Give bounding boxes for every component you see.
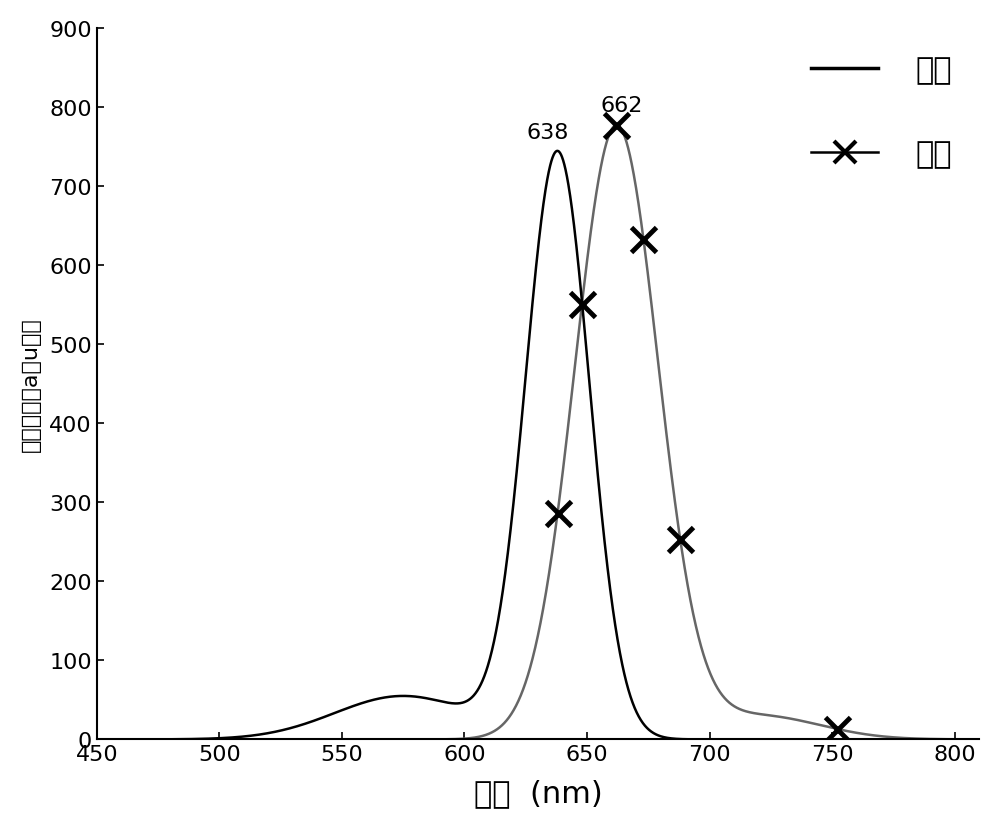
Legend: 激发, 发射: 激发, 发射 <box>799 44 964 181</box>
Text: 638: 638 <box>527 123 569 143</box>
Y-axis label: 荧光强度（a．u．）: 荧光强度（a．u．） <box>21 317 41 451</box>
Text: 662: 662 <box>600 96 642 116</box>
X-axis label: 波长  (nm): 波长 (nm) <box>474 778 602 807</box>
